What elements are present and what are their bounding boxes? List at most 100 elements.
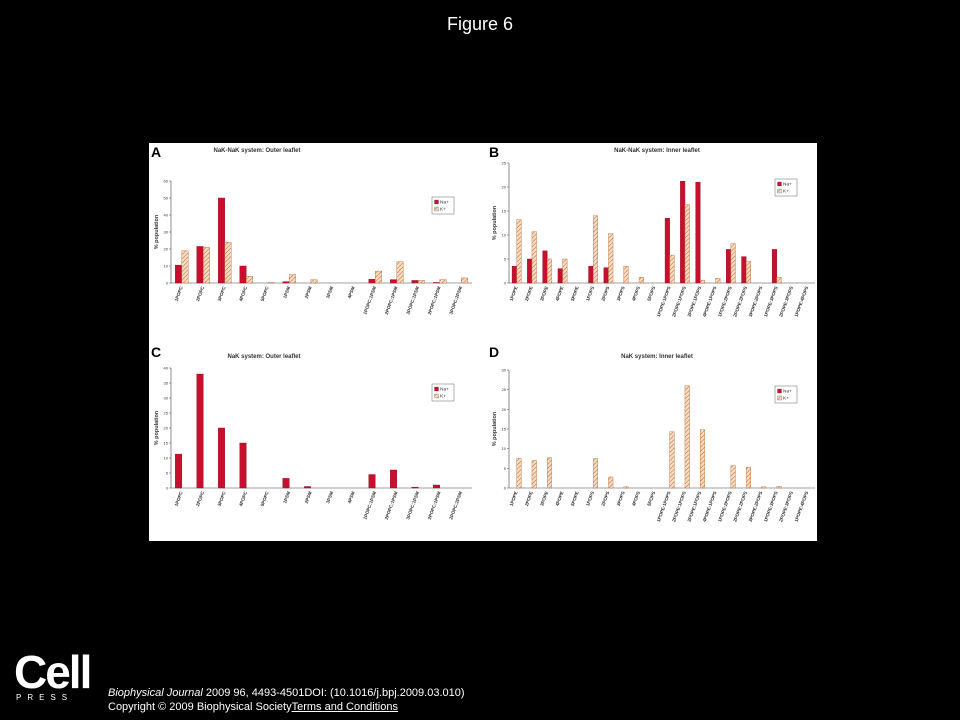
- y-tick-label: 15: [502, 209, 507, 214]
- bar-naplus: [368, 474, 376, 489]
- x-tick-label: 3POPE: [539, 286, 549, 302]
- bar-naplus: [542, 250, 548, 284]
- x-tick-label: 2POPE:1POPS: [671, 491, 687, 523]
- bar-naplus: [557, 268, 563, 284]
- y-tick-label: 5: [504, 466, 507, 471]
- x-tick-label: 3POPC: [217, 285, 227, 302]
- panel-letter: B: [489, 144, 499, 160]
- x-tick-label: 2POPC:1PSM: [384, 285, 399, 315]
- x-tick-label: 1POPC: [174, 490, 184, 507]
- legend-label: K+: [783, 189, 789, 195]
- x-tick-label: 2POPE:3POPS: [778, 286, 794, 318]
- x-tick-label: 4POPE:1POPS: [702, 491, 718, 523]
- y-tick-label: 20: [164, 426, 169, 431]
- x-tick-label: 4POPS: [631, 491, 641, 507]
- bar-naplus: [175, 453, 182, 489]
- bar-kplus: [684, 385, 690, 489]
- legend-swatch: [434, 386, 439, 392]
- bar-naplus: [390, 279, 397, 284]
- x-tick-label: 1POPE: [509, 286, 519, 302]
- y-tick-label: 10: [502, 233, 507, 238]
- bar-naplus: [433, 282, 440, 284]
- bar-naplus: [282, 281, 290, 284]
- figure-panel: A NaK-NaK system: Outer leaflet 0 10 20 30 40 5…: [149, 143, 817, 541]
- copyright-text: Copyright © 2009 Biophysical Society: [108, 701, 292, 713]
- y-tick-label: 5: [504, 257, 507, 262]
- x-tick-label: 5POPC: [260, 285, 270, 302]
- panel-letter: A: [151, 144, 161, 160]
- x-tick-label: 3POPE: [539, 491, 549, 507]
- x-tick-label: 2POPC: [195, 285, 205, 302]
- bar-kplus: [623, 265, 629, 284]
- bar-kplus: [684, 204, 690, 284]
- x-tick-label: 3POPC: [217, 490, 227, 507]
- slide-title: Figure 6: [446, 14, 514, 34]
- bar-kplus: [531, 231, 537, 284]
- bar-kplus: [623, 486, 629, 489]
- x-tick-label: 2POPC:1PSM: [427, 285, 442, 315]
- x-tick-label: 2POPE:2POPS: [732, 491, 748, 523]
- figure-svg: A NaK-NaK system: Outer leaflet 0 10 20 30 40 5…: [151, 144, 815, 523]
- bar-naplus: [196, 373, 204, 489]
- bar-naplus: [603, 267, 609, 284]
- bar-kplus: [289, 274, 296, 284]
- x-tick-label: 2POPC:2PSM: [448, 490, 463, 520]
- x-tick-label: 2POPE:2POPS: [732, 286, 748, 318]
- legend-label: K+: [440, 394, 446, 400]
- x-tick-label: 1POPC:1PSM: [362, 490, 377, 520]
- bar-kplus: [745, 466, 751, 489]
- bar-kplus: [547, 457, 553, 489]
- x-tick-label: 3POPC:1PSM: [405, 490, 420, 520]
- x-tick-label: 2POPC:1PSM: [427, 490, 442, 520]
- panel-letter: C: [151, 344, 161, 360]
- bar-kplus: [547, 258, 553, 284]
- x-tick-label: 2POPE: [524, 491, 534, 507]
- x-tick-label: 1POPS: [585, 286, 595, 302]
- bar-naplus: [218, 197, 225, 284]
- terms-link[interactable]: Terms and Conditions: [291, 701, 398, 713]
- chart-title: NaK system: Outer leaflet: [227, 354, 300, 360]
- legend-swatch: [777, 395, 782, 401]
- legend-swatch: [434, 393, 439, 399]
- x-tick-label: 4POPC: [238, 285, 248, 302]
- bar-kplus: [700, 279, 706, 284]
- y-tick-label: 60: [164, 179, 169, 184]
- bar-kplus: [203, 247, 210, 284]
- x-tick-label: 2POPE:1POPS: [671, 286, 687, 318]
- x-tick-label: 2POPE:3POPS: [778, 491, 794, 523]
- bar-naplus: [368, 279, 376, 284]
- copyright-line: Copyright © 2009 Biophysical SocietyTerm…: [108, 700, 465, 714]
- x-tick-label: 4POPC: [238, 490, 248, 507]
- bar-kplus: [516, 458, 522, 489]
- x-tick-label: 1POPE:2POPS: [717, 491, 733, 523]
- y-tick-label: 40: [164, 213, 169, 218]
- x-tick-label: 5POPE: [570, 491, 580, 507]
- y-tick-label: 10: [164, 264, 169, 269]
- bar-naplus: [196, 246, 204, 284]
- bar-naplus: [411, 280, 419, 284]
- y-tick-label: 5: [166, 471, 169, 476]
- y-tick-label: 0: [166, 281, 169, 286]
- x-tick-label: 2POPS: [600, 491, 610, 507]
- bar-naplus: [433, 484, 440, 489]
- x-tick-label: 4PSM: [347, 490, 356, 504]
- y-axis-label: % population: [492, 205, 498, 240]
- x-tick-label: 5POPS: [646, 491, 656, 507]
- x-tick-label: 1POPE:4POPS: [794, 491, 810, 523]
- bar-naplus: [511, 265, 517, 284]
- bar-kplus: [700, 429, 706, 489]
- bar-kplus: [669, 431, 675, 489]
- bar-kplus: [418, 280, 425, 284]
- bar-naplus: [680, 181, 686, 284]
- x-tick-label: 4POPS: [631, 286, 641, 302]
- legend-swatch: [777, 181, 782, 187]
- bar-naplus: [527, 258, 533, 284]
- bar-naplus: [588, 265, 594, 284]
- bar-kplus: [592, 458, 598, 489]
- x-tick-label: 2POPC:1PSM: [384, 490, 399, 520]
- y-axis-label: % population: [154, 410, 160, 445]
- x-tick-label: 3PSM: [325, 490, 334, 504]
- x-tick-label: 3POPE:2POPS: [748, 491, 764, 523]
- bar-kplus: [224, 241, 232, 284]
- y-tick-label: 15: [502, 427, 507, 432]
